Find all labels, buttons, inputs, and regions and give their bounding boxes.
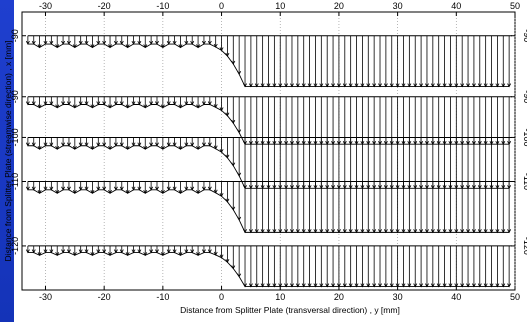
x-tick-label: 40 [451,292,461,302]
x-tick-label-top: -20 [98,1,111,11]
x-tick-label-top: 10 [275,1,285,11]
vector-arrowhead [507,283,512,288]
x-axis-label: Distance from Splitter Plate (transversa… [180,305,400,315]
profile-envelope [27,43,510,88]
profile-envelope [27,252,510,288]
vector-arrowhead [25,186,30,191]
vector-arrowhead [25,101,30,106]
x-tick-label: 50 [510,292,520,302]
x-tick-label-top: -10 [156,1,169,11]
x-tick-label-top: 50 [510,1,520,11]
x-tick-label: 0 [219,292,224,302]
x-tick-label-top: 40 [451,1,461,11]
x-tick-label: 10 [275,292,285,302]
vector-arrowhead [25,40,30,45]
vector-layer [25,35,512,288]
x-tick-label: -20 [98,292,111,302]
x-tick-label: -10 [156,292,169,302]
x-tick-label: -30 [39,292,52,302]
vector-arrowhead [25,249,30,254]
y-tick-label: -100 [10,128,20,146]
vector-arrowhead [507,83,512,88]
vector-arrowhead [507,229,512,234]
y-tick-label: -90 [10,29,20,42]
y-tick-label: -110 [10,173,20,190]
y-tick-label-right: -120 [522,237,527,255]
vector-arrowhead [25,142,30,147]
tick-layer: -30-30-20-20-10-100010102020303040405050… [10,1,527,302]
y-tick-label-right: -90 [522,90,527,103]
x-tick-label-top: 20 [334,1,344,11]
y-tick-label-right: -100 [522,128,527,146]
y-tick-label-right: -110 [522,173,527,190]
y-tick-label-right: -90 [522,29,527,42]
x-tick-label: 30 [393,292,403,302]
x-tick-label: 20 [334,292,344,302]
x-tick-label-top: 30 [393,1,403,11]
left-blue-strip [0,0,14,322]
x-tick-label-top: 0 [219,1,224,11]
y-axis-label: Distance from Splitter Plate (streamwise… [3,40,13,261]
profile-envelope [27,189,510,233]
x-tick-label-top: -30 [39,1,52,11]
y-tick-label: -90 [10,90,20,103]
y-tick-label: -120 [10,237,20,255]
